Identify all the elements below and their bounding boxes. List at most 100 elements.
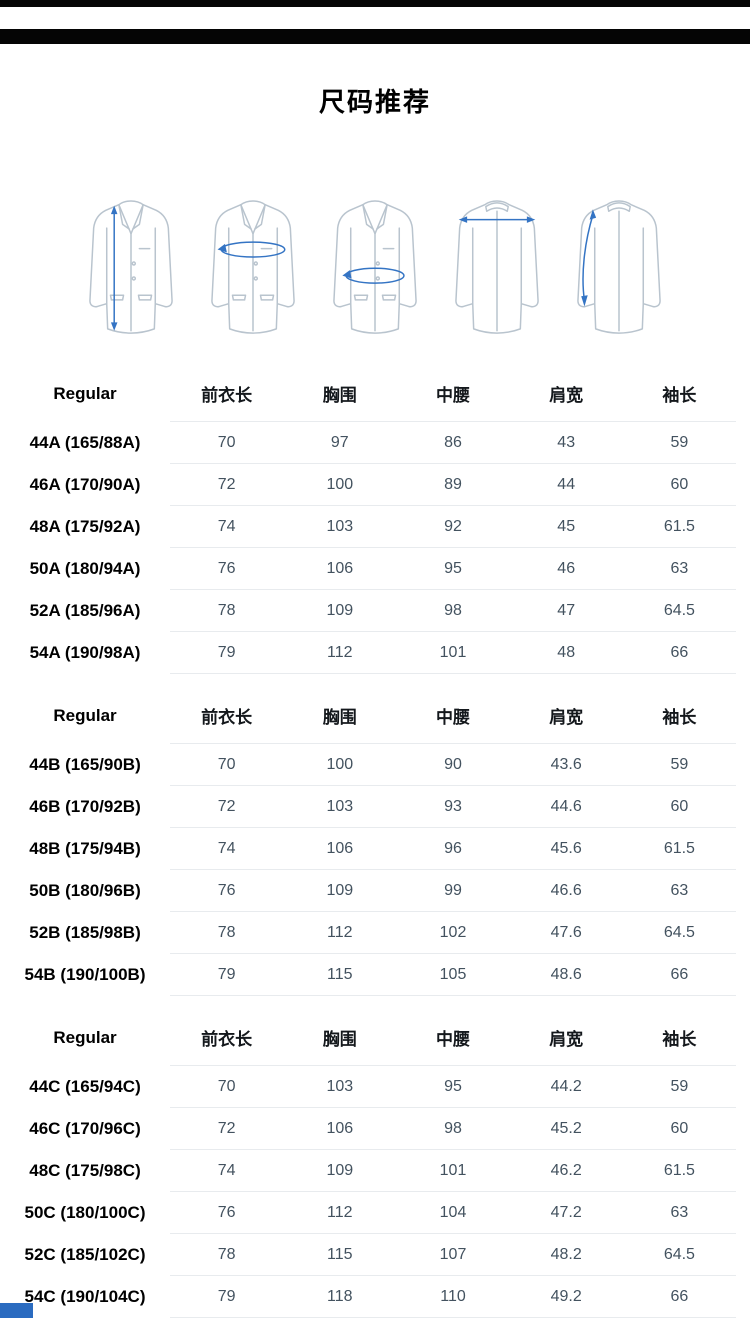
jacket-chest-icon — [211, 200, 295, 334]
table-row: 50C (180/100C) 76 112 104 47.2 63 — [0, 1192, 750, 1234]
shoulder-value: 44.2 — [509, 1066, 623, 1108]
size-label: 50C (180/100C) — [24, 1203, 146, 1222]
chest-value: 118 — [283, 1276, 397, 1318]
shoulder-value: 49.2 — [509, 1276, 623, 1318]
front-length-value: 78 — [170, 590, 284, 632]
waist-value: 99 — [396, 870, 510, 912]
chest-value: 115 — [283, 954, 397, 996]
column-header-front-length: 前衣长 — [170, 688, 284, 744]
front-length-value: 76 — [170, 548, 284, 590]
shoulder-value: 44.6 — [509, 786, 623, 828]
size-label: 46B (170/92B) — [29, 797, 141, 816]
fit-type-label: Regular — [53, 384, 117, 403]
sleeve-value: 60 — [622, 1108, 736, 1150]
section-divider-bar — [0, 29, 750, 44]
column-header-shoulder: 肩宽 — [509, 688, 623, 744]
waist-value: 98 — [396, 1108, 510, 1150]
size-tables: Regular 前衣长 胸围 中腰 肩宽 袖长 44A (165/88A) 70… — [0, 366, 750, 1324]
table-row: 48A (175/92A) 74 103 92 45 61.5 — [0, 506, 750, 548]
shoulder-value: 47 — [509, 590, 623, 632]
waist-value: 98 — [396, 590, 510, 632]
front-length-value: 74 — [170, 828, 284, 870]
size-label: 52B (185/98B) — [29, 923, 141, 942]
shoulder-value: 48.2 — [509, 1234, 623, 1276]
waist-value: 102 — [396, 912, 510, 954]
waist-value: 89 — [396, 464, 510, 506]
sleeve-value: 66 — [622, 1276, 736, 1318]
column-header-front-length: 前衣长 — [170, 1010, 284, 1066]
shoulder-value: 47.6 — [509, 912, 623, 954]
sleeve-value: 63 — [622, 548, 736, 590]
table-row: 44A (165/88A) 70 97 86 43 59 — [0, 422, 750, 464]
sleeve-value: 59 — [622, 422, 736, 464]
fit-type-label: Regular — [53, 706, 117, 725]
shoulder-value: 46.6 — [509, 870, 623, 912]
sleeve-value: 60 — [622, 786, 736, 828]
chest-value: 109 — [283, 590, 397, 632]
sleeve-value: 66 — [622, 954, 736, 996]
waist-value: 93 — [396, 786, 510, 828]
table-row: 46C (170/96C) 72 106 98 45.2 60 — [0, 1108, 750, 1150]
table-header-row: Regular 前衣长 胸围 中腰 肩宽 袖长 — [0, 366, 750, 422]
column-header-chest: 胸围 — [283, 366, 397, 422]
shoulder-value: 43.6 — [509, 744, 623, 786]
size-table-c: Regular 前衣长 胸围 中腰 肩宽 袖长 44C (165/94C) 70… — [0, 1010, 750, 1318]
table-row: 44B (165/90B) 70 100 90 43.6 59 — [0, 744, 750, 786]
column-header-waist: 中腰 — [396, 1010, 510, 1066]
table-row: 54C (190/104C) 79 118 110 49.2 66 — [0, 1276, 750, 1318]
column-header-shoulder: 肩宽 — [509, 1010, 623, 1066]
waist-value: 110 — [396, 1276, 510, 1318]
waist-value: 96 — [396, 828, 510, 870]
waist-value: 104 — [396, 1192, 510, 1234]
column-header-sleeve: 袖长 — [622, 1010, 736, 1066]
shoulder-value: 45 — [509, 506, 623, 548]
size-label: 44C (165/94C) — [29, 1077, 141, 1096]
waist-value: 101 — [396, 632, 510, 674]
front-length-value: 76 — [170, 870, 284, 912]
table-row: 52A (185/96A) 78 109 98 47 64.5 — [0, 590, 750, 632]
chest-value: 103 — [283, 1066, 397, 1108]
table-row: 54A (190/98A) 79 112 101 48 66 — [0, 632, 750, 674]
size-label: 48C (175/98C) — [29, 1161, 141, 1180]
shoulder-value: 44 — [509, 464, 623, 506]
size-label: 48B (175/94B) — [29, 839, 141, 858]
front-length-value: 79 — [170, 954, 284, 996]
front-length-value: 79 — [170, 632, 284, 674]
chest-value: 103 — [283, 506, 397, 548]
sleeve-value: 63 — [622, 870, 736, 912]
shoulder-value: 48 — [509, 632, 623, 674]
front-length-value: 70 — [170, 1066, 284, 1108]
size-label: 50B (180/96B) — [29, 881, 141, 900]
front-length-value: 78 — [170, 912, 284, 954]
waist-value: 86 — [396, 422, 510, 464]
size-label: 50A (180/94A) — [29, 559, 141, 578]
table-row: 48C (175/98C) 74 109 101 46.2 61.5 — [0, 1150, 750, 1192]
table-row: 46B (170/92B) 72 103 93 44.6 60 — [0, 786, 750, 828]
chest-value: 106 — [283, 1108, 397, 1150]
size-label: 44B (165/90B) — [29, 755, 141, 774]
size-table-a: Regular 前衣长 胸围 中腰 肩宽 袖长 44A (165/88A) 70… — [0, 366, 750, 674]
waist-value: 92 — [396, 506, 510, 548]
size-label: 52A (185/96A) — [29, 601, 141, 620]
sleeve-value: 61.5 — [622, 1150, 736, 1192]
table-row: 52C (185/102C) 78 115 107 48.2 64.5 — [0, 1234, 750, 1276]
table-header-row: Regular 前衣长 胸围 中腰 肩宽 袖长 — [0, 1010, 750, 1066]
shoulder-value: 45.6 — [509, 828, 623, 870]
sleeve-value: 60 — [622, 464, 736, 506]
chest-value: 115 — [283, 1234, 397, 1276]
front-length-value: 72 — [170, 786, 284, 828]
jacket-front-length-icon — [89, 200, 173, 334]
jacket-shoulder-width-icon — [455, 200, 539, 334]
column-header-front-length: 前衣长 — [170, 366, 284, 422]
chest-value: 106 — [283, 828, 397, 870]
chest-value: 109 — [283, 870, 397, 912]
size-label: 48A (175/92A) — [29, 517, 141, 536]
chest-value: 106 — [283, 548, 397, 590]
sleeve-value: 63 — [622, 1192, 736, 1234]
size-label: 54B (190/100B) — [24, 965, 146, 984]
front-length-value: 70 — [170, 744, 284, 786]
chest-value: 103 — [283, 786, 397, 828]
jacket-waist-icon — [333, 200, 417, 334]
table-row: 52B (185/98B) 78 112 102 47.6 64.5 — [0, 912, 750, 954]
